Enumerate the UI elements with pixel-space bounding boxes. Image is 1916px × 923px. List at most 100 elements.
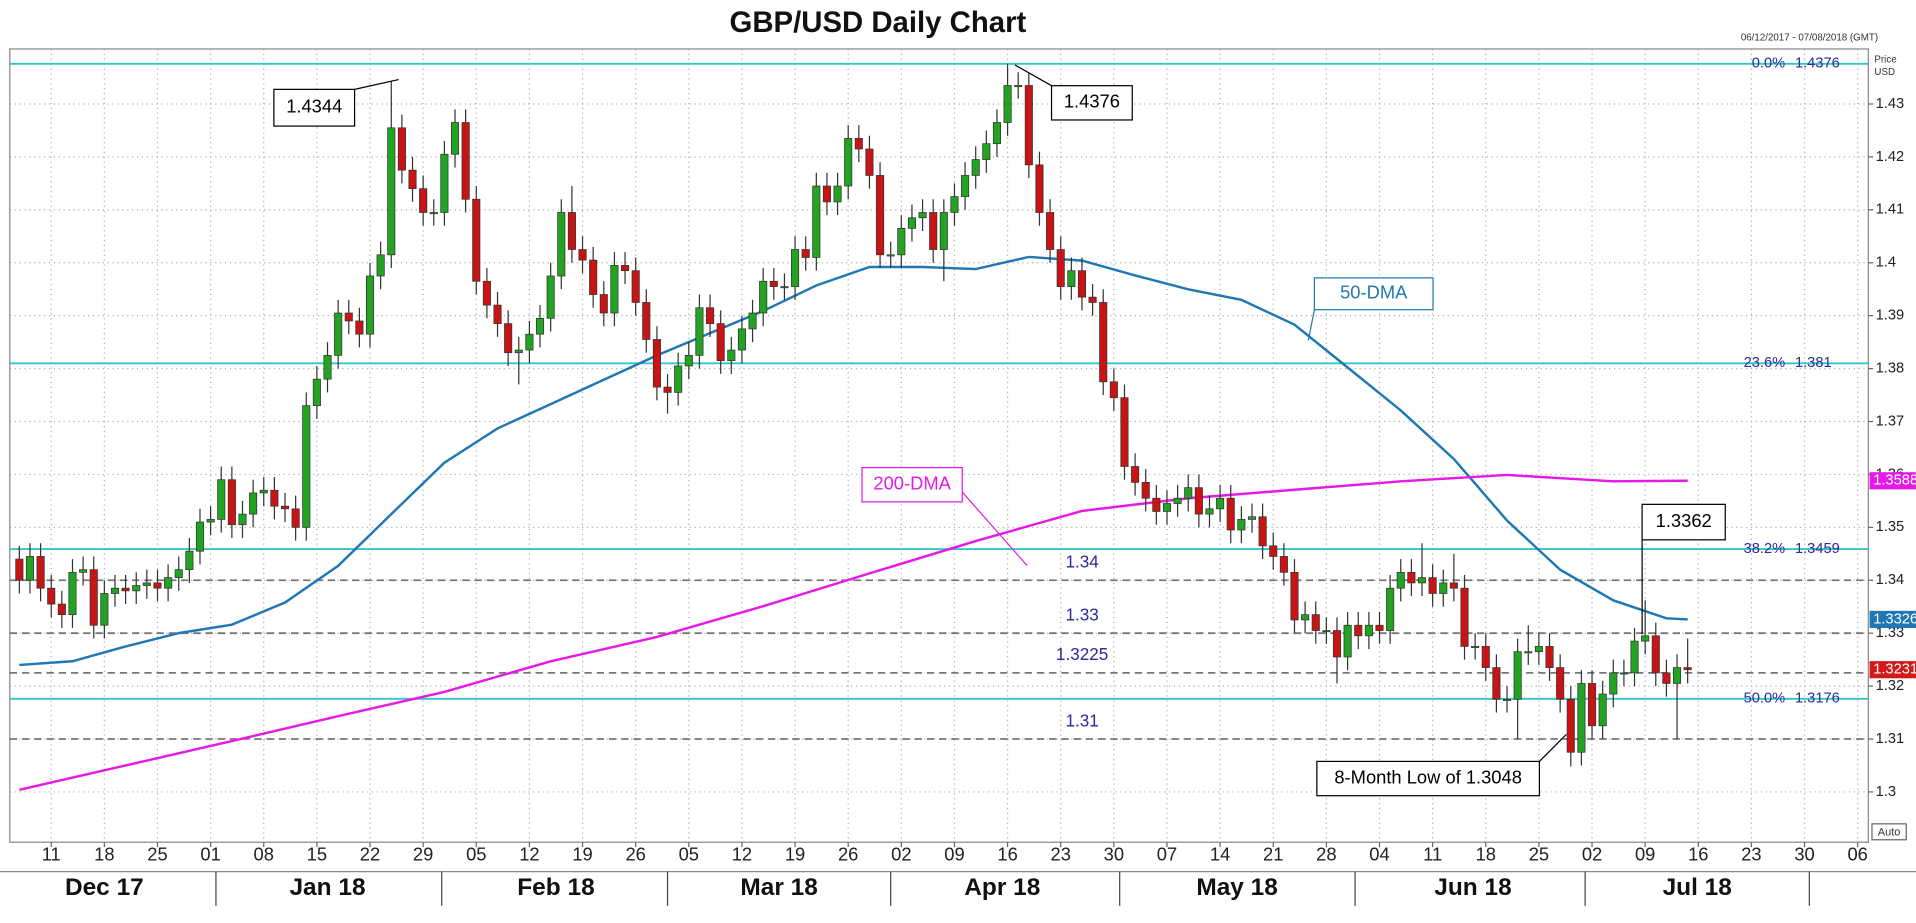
candle-body [1120,397,1129,467]
candle-body [36,556,45,589]
candle-body [578,249,587,261]
fib-label: 38.2% [1744,541,1786,557]
candle-body [1162,503,1172,512]
candle-body [1311,614,1320,631]
x-tick-label: 19 [572,844,592,865]
date-range: 06/12/2017 - 07/08/2018 (GMT) [1741,33,1878,44]
x-tick-label: 11 [42,844,61,865]
x-tick-label: 26 [625,844,645,865]
candle-body [1269,545,1278,557]
candle-body [153,582,162,589]
candle-body [589,259,598,295]
candle-body [355,320,364,335]
y-tick-label: 1.42 [1876,149,1905,165]
candle-body [1492,667,1501,700]
y-tick-label: 1.35 [1876,519,1905,535]
x-tick-label: 23 [1741,844,1761,865]
candle-body [185,550,194,571]
x-tick-label: 26 [838,844,858,865]
x-tick-label: 28 [1316,844,1336,865]
price-tag-label: 1.3326 [1873,611,1916,627]
scale-mode-box[interactable] [1871,823,1907,841]
x-tick-label: 21 [1263,844,1283,865]
candle-body [695,307,704,356]
candle-body [249,492,258,515]
month-label: Jul 18 [1663,874,1732,901]
candle-body [1556,667,1565,700]
candle-body [546,275,555,319]
annotation-pointer [1307,309,1316,341]
candle-body [1428,577,1437,594]
annotation-text: 1.3362 [1656,510,1712,531]
scale-mode[interactable]: Auto [1878,826,1901,838]
candle-body [1673,667,1682,684]
candle-body [397,127,406,171]
candle-body [844,138,853,187]
candle-body [291,508,300,528]
annotation-text: 50-DMA [1340,282,1408,303]
candle-body [1014,85,1023,88]
candle-body [334,312,343,356]
candle-body [610,265,619,314]
level-label: 1.33 [1065,606,1098,625]
candle-body [833,185,842,203]
candle-body [663,386,672,393]
x-tick-label: 02 [1582,844,1602,865]
candle-body [450,122,460,155]
x-tick-label: 12 [732,844,752,865]
level-label: 1.3225 [1056,645,1108,664]
annotation-box [1313,277,1434,311]
candle-body [376,254,385,277]
candle-body [1641,635,1650,642]
candle-body [25,556,35,581]
candle-body [408,169,417,190]
ma-line [19,255,1688,667]
candle-body [1109,381,1118,399]
candle-body [280,505,290,510]
candle-body [1545,646,1554,668]
candle-body [822,185,831,203]
fib-value: 1.4376 [1795,56,1840,72]
candle-body [801,249,810,258]
candle-body [599,294,608,314]
fib-value: 1.381 [1795,355,1832,371]
month-label: Mar 18 [740,874,817,901]
candle-body [1417,577,1427,584]
fib-label: 0.0% [1752,56,1785,72]
candle-body [121,587,130,592]
candle-body [992,122,1001,145]
candle-body [1577,683,1586,753]
candle-body [621,265,630,272]
candle-body [897,227,906,256]
month-label: Feb 18 [517,874,594,901]
candle-body [270,489,279,507]
candle-body [1003,85,1012,123]
x-tick-label: 23 [1051,844,1071,865]
candle-body [759,280,768,314]
month-label: Jan 18 [289,874,365,901]
candle-body [1354,624,1363,637]
price-tag-label: 1.3588 [1873,473,1916,489]
candle-body [1513,651,1522,700]
x-tick-label: 04 [1369,844,1389,865]
x-tick-label: 18 [1476,844,1496,865]
candle-body [1205,508,1214,515]
y-tick-label: 1.32 [1876,678,1905,694]
candle-body [132,585,141,592]
annotation-pointer [1014,64,1052,87]
candle-body [971,159,980,176]
price-tag [1869,610,1916,628]
candle-body [1024,85,1033,166]
candle-body [1173,497,1182,504]
x-tick-label: 19 [785,844,805,865]
candle-body [769,280,778,287]
candle-body [302,405,311,528]
candle-body [1460,587,1469,647]
fib-label: 50.0% [1744,691,1786,707]
candle-body [1216,497,1225,510]
plot-frame [9,48,1869,843]
candle-body [1226,497,1235,531]
x-tick-label: 25 [1529,844,1549,865]
